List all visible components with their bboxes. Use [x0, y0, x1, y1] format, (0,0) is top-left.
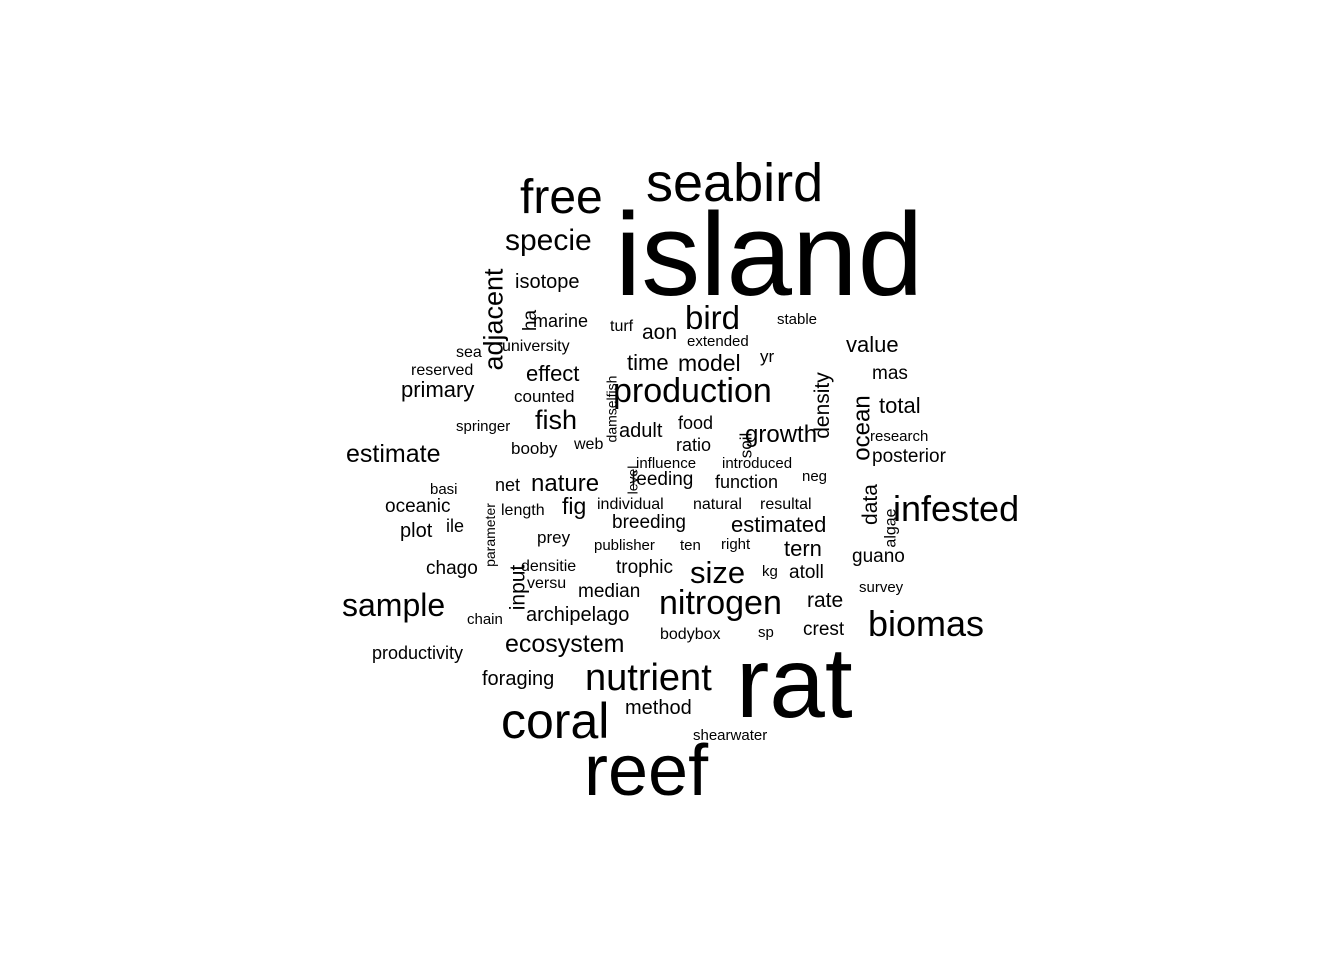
word-booby: booby: [511, 438, 558, 458]
word-posterior: posterior: [872, 445, 946, 467]
word-production: production: [613, 372, 772, 411]
word-atoll: atoll: [789, 561, 824, 583]
word-guano: guano: [852, 545, 905, 567]
word-right: right: [721, 535, 751, 553]
word-function: function: [715, 471, 779, 492]
word-plot: plot: [400, 520, 433, 542]
word-coral: coral: [501, 693, 610, 749]
word-survey: survey: [859, 578, 904, 596]
word-bird: bird: [685, 299, 741, 337]
word-isotope: isotope: [515, 271, 580, 293]
word-adult: adult: [619, 420, 663, 442]
word-method: method: [625, 697, 692, 719]
word-nutrient: nutrient: [585, 656, 712, 699]
word-individual: individual: [597, 495, 664, 513]
word-stable: stable: [777, 310, 818, 328]
word-fish: fish: [535, 404, 578, 435]
word-net: net: [495, 474, 521, 495]
word-level: level: [623, 465, 640, 494]
word-yr: yr: [760, 346, 775, 366]
word-chago: chago: [426, 557, 478, 579]
word-parameter: parameter: [481, 503, 498, 567]
word-estimate: estimate: [346, 439, 441, 468]
word-oceanic: oceanic: [385, 495, 451, 517]
word-aon: aon: [642, 321, 678, 345]
word-sample: sample: [342, 587, 446, 624]
word-crest: crest: [803, 618, 845, 640]
word-marine: marine: [533, 310, 589, 331]
word-seabird: seabird: [646, 153, 824, 214]
word-sea: sea: [456, 343, 482, 361]
word-nature: nature: [531, 470, 600, 498]
word-research: research: [870, 427, 929, 445]
word-web: web: [574, 435, 604, 453]
word-specie: specie: [505, 224, 592, 257]
word-damselfish: damselfish: [602, 375, 619, 442]
word-reef: reef: [584, 731, 709, 812]
word-natural: natural: [693, 495, 742, 513]
word-extended: extended: [687, 332, 749, 350]
word-sp: sp: [758, 623, 774, 641]
word-length: length: [501, 501, 545, 519]
word-algae: algae: [882, 507, 900, 548]
word-introduced: introduced: [722, 454, 793, 472]
word-data: data: [858, 484, 882, 525]
word-free: free: [520, 170, 603, 224]
word-versu: versu: [527, 574, 567, 592]
word-island: island: [615, 188, 924, 321]
word-productivity: productivity: [372, 642, 464, 663]
word-nitrogen: nitrogen: [659, 584, 782, 623]
word-food: food: [678, 412, 714, 433]
word-rat: rat: [736, 627, 853, 739]
word-counted: counted: [514, 386, 575, 406]
word-infested: infested: [893, 487, 1020, 529]
word-density: density: [810, 372, 834, 439]
word-foraging: foraging: [482, 668, 555, 690]
word-basi: basi: [430, 480, 458, 498]
word-influence: influence: [636, 454, 697, 472]
word-fig: fig: [562, 493, 587, 520]
word-rate: rate: [807, 589, 844, 613]
word-densitie: densitie: [521, 557, 577, 575]
word-prey: prey: [537, 527, 571, 547]
word-university: university: [502, 337, 570, 355]
word-archipelago: archipelago: [526, 604, 630, 626]
word-soil: soil: [735, 432, 755, 458]
word-tern: tern: [784, 536, 822, 562]
word-growth: growth: [745, 421, 818, 449]
word-ratio: ratio: [676, 434, 712, 455]
word-ecosystem: ecosystem: [505, 629, 625, 658]
word-effect: effect: [526, 361, 580, 387]
word-publisher: publisher: [594, 536, 655, 554]
word-size: size: [690, 555, 746, 591]
word-time: time: [627, 350, 669, 376]
word-bodybox: bodybox: [660, 625, 721, 643]
word-trophic: trophic: [616, 556, 674, 578]
word-chain: chain: [467, 610, 503, 628]
word-turf: turf: [610, 317, 634, 335]
word-mas: mas: [872, 362, 908, 384]
word-breeding: breeding: [612, 511, 686, 533]
word-ile: ile: [446, 515, 465, 536]
word-model: model: [678, 350, 741, 377]
word-primary: primary: [401, 377, 475, 403]
word-estimated: estimated: [731, 512, 827, 538]
word-adjacent: adjacent: [478, 267, 509, 371]
word-resultal: resultal: [760, 495, 812, 513]
word-feeding: feeding: [631, 468, 694, 490]
word-value: value: [846, 332, 899, 358]
word-kg: kg: [762, 562, 778, 580]
word-median: median: [578, 580, 641, 602]
word-neg: neg: [802, 467, 828, 485]
word-biomas: biomas: [868, 602, 985, 644]
word-ten: ten: [680, 536, 701, 554]
word-springer: springer: [456, 417, 511, 435]
word-reserved: reserved: [411, 361, 474, 379]
word-total: total: [879, 393, 921, 419]
word-shearwater: shearwater: [693, 726, 768, 744]
